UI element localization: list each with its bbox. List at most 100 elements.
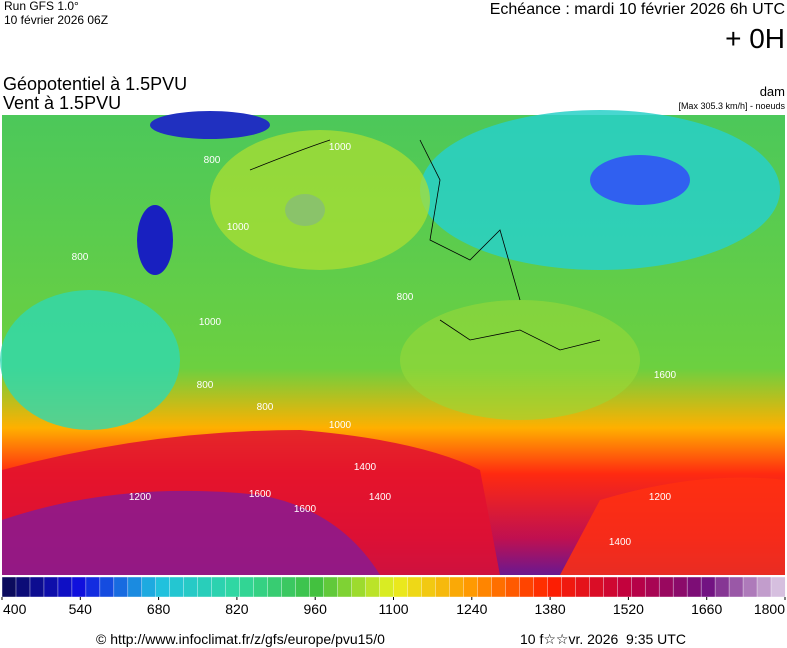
colorbar-swatch — [393, 576, 408, 598]
colorbar-label: 1660 — [691, 601, 722, 617]
colorbar-swatch — [197, 576, 213, 598]
colorbar-swatch — [491, 576, 506, 598]
wind-note: [Max 305.3 km/h] - noeuds — [678, 101, 785, 111]
colorbar-swatch — [603, 576, 618, 598]
source: © http://www.infoclimat.fr/z/gfs/europe/… — [96, 631, 385, 647]
field-area — [560, 477, 785, 575]
colorbar-label: 960 — [304, 601, 328, 617]
colorbar-swatch — [85, 576, 101, 598]
contour-label: 800 — [197, 380, 214, 391]
colorbar-swatch — [239, 576, 255, 598]
field-area — [2, 490, 380, 575]
colorbar-swatch — [449, 576, 464, 598]
colorbar-swatch — [99, 576, 115, 598]
colorbar-swatch — [155, 576, 171, 598]
colorbar-label: 1380 — [535, 601, 566, 617]
colorbar-swatch — [351, 576, 367, 598]
colorbar-swatch — [379, 576, 394, 598]
colorbar-swatch — [435, 576, 450, 598]
generated: 10 f☆☆vr. 2026 9:35 UTC — [520, 631, 686, 647]
colorbar-swatch — [742, 576, 758, 598]
colorbar-swatch — [672, 576, 688, 598]
colorbar-swatch — [421, 576, 436, 598]
field-area — [590, 155, 690, 205]
colorbar-swatch — [547, 576, 562, 598]
contour-label: 1400 — [369, 492, 392, 503]
colorbar-swatch — [589, 576, 604, 598]
colorbar-swatch — [519, 576, 534, 598]
colorbar-swatch — [617, 576, 632, 598]
colorbar-swatch — [281, 576, 297, 598]
colorbar-swatch — [113, 576, 129, 598]
contour-labels: 800 1000 1000 800 1000 800 800 800 1000 1400 1600 1… — [72, 142, 677, 548]
contour-label: 1400 — [354, 462, 377, 473]
field-primary: Géopotentiel à 1.5PVU — [3, 74, 187, 94]
contour-label: 800 — [204, 155, 221, 166]
colorbar-swatch — [407, 576, 422, 598]
run-label: Run GFS 1.0° — [4, 0, 79, 13]
map — [0, 110, 785, 575]
run-date: 10 février 2026 06Z — [4, 13, 108, 27]
field-area — [137, 205, 173, 275]
contour-label: 1600 — [249, 489, 272, 500]
colorbar-label: 1240 — [456, 601, 487, 617]
colorbar-swatch — [463, 576, 478, 598]
colorbar-swatch — [127, 576, 143, 598]
contour-label: 800 — [397, 292, 414, 303]
colorbar-swatch — [337, 576, 353, 598]
contour-label: 1200 — [649, 492, 672, 503]
colorbar-swatch — [686, 576, 702, 598]
colorbar-swatch — [714, 576, 730, 598]
colorbar-swatch — [756, 576, 772, 598]
contour-label: 1000 — [227, 222, 250, 233]
colorbar: 400 540 680 820 960 1100 1240 1380 1520 1660 1800 — [1, 576, 786, 617]
colorbar-label: 540 — [69, 601, 93, 617]
colorbar-label: 400 — [3, 601, 27, 617]
colorbar-label: 1100 — [378, 601, 408, 617]
colorbar-label: 1800 — [754, 601, 785, 617]
colorbar-swatch — [183, 576, 199, 598]
colorbar-swatch — [309, 576, 325, 598]
field-area — [400, 300, 640, 420]
field-area — [150, 111, 270, 139]
colorbar-swatch — [267, 576, 283, 598]
colorbar-label: 820 — [225, 601, 249, 617]
colorbar-swatch — [658, 576, 674, 598]
forecast-time: Echéance : mardi 10 février 2026 6h UTC — [490, 1, 785, 18]
coastline — [249, 139, 601, 351]
field-area — [0, 290, 180, 430]
colorbar-label: 680 — [147, 601, 171, 617]
lead-time: + 0H — [725, 23, 785, 54]
colorbar-swatch — [1, 576, 17, 598]
colorbar-swatch — [29, 576, 45, 598]
unit: dam — [760, 84, 785, 99]
contour-label: 1000 — [199, 317, 222, 328]
colorbar-swatch — [365, 576, 381, 598]
contour-label: 1000 — [329, 420, 352, 431]
colorbar-swatch — [700, 576, 716, 598]
colorbar-swatch — [253, 576, 269, 598]
colorbar-swatch — [225, 576, 241, 598]
contour-label: 1400 — [609, 537, 632, 548]
contour-label: 1000 — [329, 142, 352, 153]
colorbar-swatch — [728, 576, 744, 598]
colorbar-swatch — [644, 576, 660, 598]
colorbar-swatch — [43, 576, 59, 598]
colorbar-swatch — [169, 576, 185, 598]
colorbar-swatch — [533, 576, 548, 598]
colorbar-swatch — [575, 576, 590, 598]
contour-label: 1600 — [294, 504, 317, 515]
colorbar-swatch — [561, 576, 576, 598]
colorbar-swatch — [477, 576, 492, 598]
colorbar-swatch — [57, 576, 73, 598]
field-area — [210, 130, 430, 270]
colorbar-swatch — [630, 576, 646, 598]
colorbar-swatch — [211, 576, 227, 598]
colorbar-swatch — [770, 576, 786, 598]
contour-label: 1600 — [654, 370, 677, 381]
colorbar-label: 1520 — [613, 601, 644, 617]
contour-label: 800 — [72, 252, 89, 263]
colorbar-swatch — [323, 576, 339, 598]
colorbar-swatch — [141, 576, 157, 598]
